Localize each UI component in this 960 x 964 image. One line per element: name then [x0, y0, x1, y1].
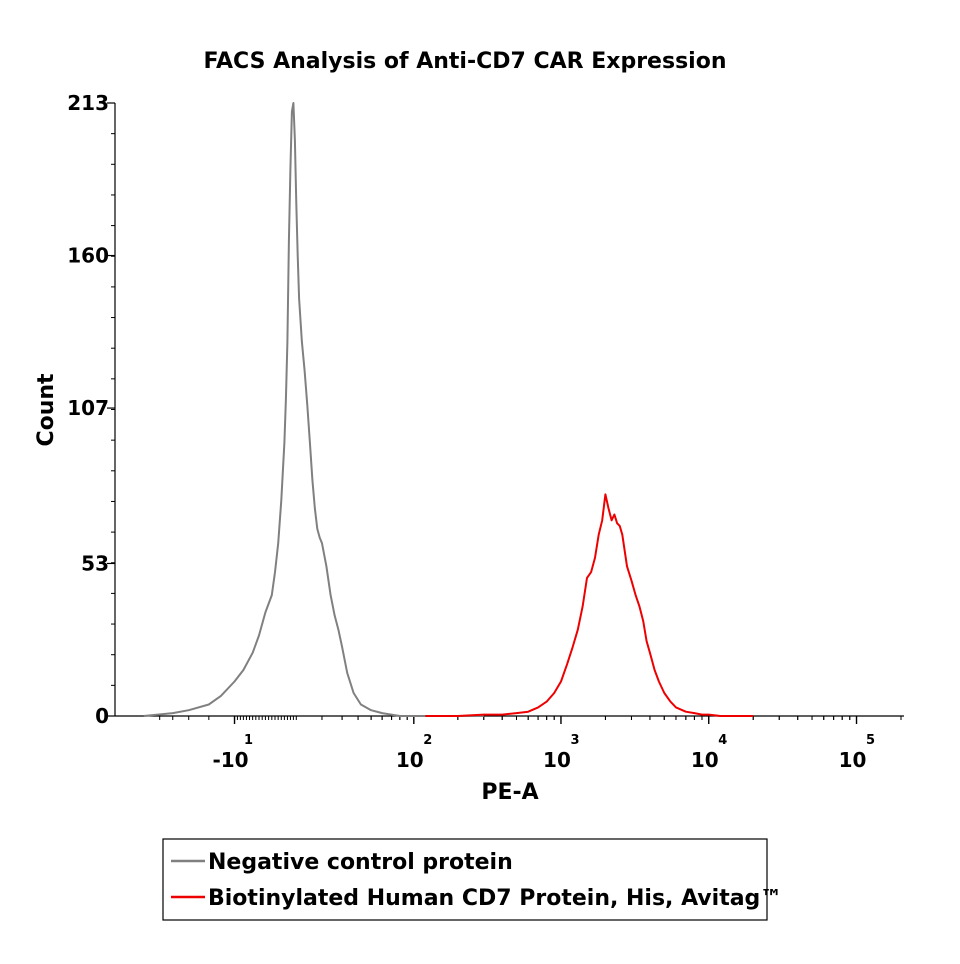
x-axis-label: PE-A — [481, 780, 538, 805]
y-axis: 0 53 107 160 213 — [67, 91, 116, 728]
x-tick-label: 10 — [691, 748, 719, 772]
x-tick-label: 10 — [839, 748, 867, 772]
legend-label-cd7-protein: Biotinylated Human CD7 Protein, His, Avi… — [208, 886, 782, 911]
x-tick-label: 10 — [396, 748, 424, 772]
series-cd7-protein-line — [425, 493, 754, 717]
y-tick-label: 107 — [67, 396, 109, 420]
x-tick-exponent: 1 — [244, 733, 253, 748]
y-tick-label: 0 — [95, 704, 109, 728]
x-tick-label: 10 — [543, 748, 571, 772]
x-tick-exponent: 4 — [718, 733, 727, 748]
x-tick-exponent: 3 — [570, 733, 579, 748]
x-tick-label: -10 — [212, 748, 248, 772]
legend-box — [162, 838, 768, 921]
legend: Negative control protein Biotinylated Hu… — [162, 838, 782, 921]
x-tick-exponent: 5 — [866, 733, 875, 748]
y-tick-label: 213 — [67, 91, 109, 115]
series-negative-control-line — [143, 102, 484, 717]
legend-label-negative-control: Negative control protein — [208, 850, 513, 875]
y-axis-label: Count — [34, 373, 59, 447]
chart-title: FACS Analysis of Anti-CD7 CAR Expression — [203, 49, 726, 74]
x-tick-exponent: 2 — [423, 733, 432, 748]
series-lines — [143, 102, 754, 717]
y-tick-label: 160 — [67, 244, 109, 268]
y-tick-label: 53 — [81, 551, 109, 575]
